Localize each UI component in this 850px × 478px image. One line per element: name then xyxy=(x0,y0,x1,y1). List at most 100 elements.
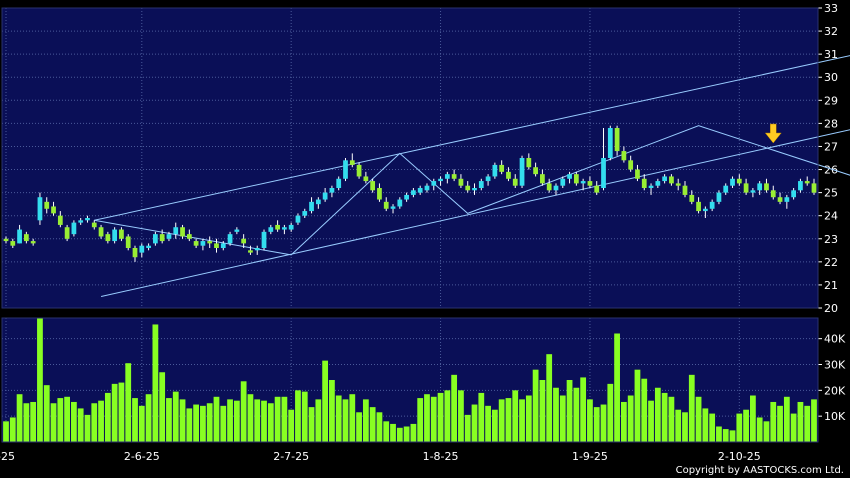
candle-down xyxy=(546,183,552,191)
candle-down xyxy=(669,176,674,184)
candle-up xyxy=(553,185,559,191)
candle-down xyxy=(594,185,600,193)
candle-up xyxy=(438,178,443,182)
volume-bar xyxy=(152,324,159,442)
candle-up xyxy=(322,192,328,200)
volume-bar xyxy=(539,380,546,442)
volume-bar xyxy=(172,391,179,442)
volume-bar xyxy=(376,412,383,442)
candle-up xyxy=(234,229,240,232)
candle-up xyxy=(261,231,267,248)
volume-bar xyxy=(559,395,566,442)
volume-bar xyxy=(145,394,152,442)
candle-up xyxy=(560,178,566,186)
volume-bar xyxy=(797,401,804,442)
volume-bar xyxy=(654,387,661,442)
candle-down xyxy=(125,236,131,248)
price-tick-label: 20 xyxy=(824,302,838,315)
candle-up xyxy=(37,197,43,221)
volume-bar xyxy=(553,387,559,442)
candle-down xyxy=(214,243,219,248)
volume-bar xyxy=(315,399,322,442)
volume-bar xyxy=(464,414,471,442)
price-tick-label: 33 xyxy=(824,2,838,15)
volume-bar xyxy=(369,407,376,442)
volume-bar xyxy=(811,399,817,442)
candle-down xyxy=(57,215,63,225)
candle-up xyxy=(112,229,118,242)
volume-bar xyxy=(451,374,458,442)
volume-bar xyxy=(295,390,301,442)
volume-bar xyxy=(566,380,573,442)
volume-panel-border xyxy=(1,317,819,443)
candle-down xyxy=(512,178,518,186)
candle-down xyxy=(696,201,701,212)
volume-bar xyxy=(505,398,512,442)
volume-bar xyxy=(580,377,587,442)
volume-bar xyxy=(349,394,356,442)
volume-tick-label: 10K xyxy=(824,410,846,423)
volume-bar xyxy=(403,426,410,442)
volume-bar xyxy=(9,417,16,442)
volume-bar xyxy=(390,423,396,442)
volume-bar xyxy=(587,399,593,442)
candle-down xyxy=(98,227,104,237)
volume-bar xyxy=(233,400,240,442)
volume-plot-area xyxy=(2,318,818,442)
volume-bar xyxy=(186,408,193,442)
candle-up xyxy=(282,227,287,230)
volume-bar xyxy=(125,363,132,442)
volume-bar xyxy=(722,429,729,442)
candle-down xyxy=(458,178,464,186)
x-tick-label: 1-9-25 xyxy=(572,450,608,463)
volume-bar xyxy=(485,405,491,442)
candle-down xyxy=(451,174,457,179)
candle-up xyxy=(343,160,348,179)
candle-up xyxy=(268,227,274,232)
volume-bar xyxy=(57,398,64,442)
candle-down xyxy=(248,250,253,253)
candle-down xyxy=(641,178,647,188)
volume-bar xyxy=(614,333,620,442)
volume-bar xyxy=(729,430,736,442)
volume-bar xyxy=(37,318,43,442)
candle-down xyxy=(573,174,579,184)
candle-up xyxy=(139,245,145,253)
candle-down xyxy=(105,234,111,242)
volume-bar xyxy=(193,404,200,442)
candle-down xyxy=(51,206,56,214)
candle-down xyxy=(132,248,138,258)
volume-bar xyxy=(458,390,464,442)
volume-bar xyxy=(512,390,519,442)
candle-down xyxy=(377,188,382,200)
candle-down xyxy=(10,241,16,246)
candle-down xyxy=(349,160,355,165)
price-tick-label: 30 xyxy=(824,71,838,84)
volume-bar xyxy=(111,383,118,442)
candle-up xyxy=(302,211,308,216)
candle-up xyxy=(444,174,450,179)
volume-bar xyxy=(396,427,403,442)
volume-bar xyxy=(716,426,722,442)
volume-bar xyxy=(675,409,682,442)
candle-down xyxy=(587,181,593,186)
volume-bar xyxy=(98,400,104,442)
candle-up xyxy=(309,201,314,212)
volume-bar xyxy=(274,396,281,442)
price-tick-label: 21 xyxy=(824,279,838,292)
volume-bar xyxy=(138,405,145,442)
candle-up xyxy=(478,181,484,188)
volume-bar xyxy=(743,409,749,442)
candle-up xyxy=(601,158,606,188)
volume-bar xyxy=(16,394,23,442)
candle-down xyxy=(736,178,742,184)
candle-down xyxy=(614,128,620,152)
volume-bar xyxy=(491,409,498,442)
candle-down xyxy=(383,201,389,209)
candle-up xyxy=(397,199,403,207)
price-tick-label: 29 xyxy=(824,94,838,107)
price-tick-label: 26 xyxy=(824,164,838,177)
volume-tick-label: 40K xyxy=(824,333,846,346)
volume-bar xyxy=(23,403,30,442)
